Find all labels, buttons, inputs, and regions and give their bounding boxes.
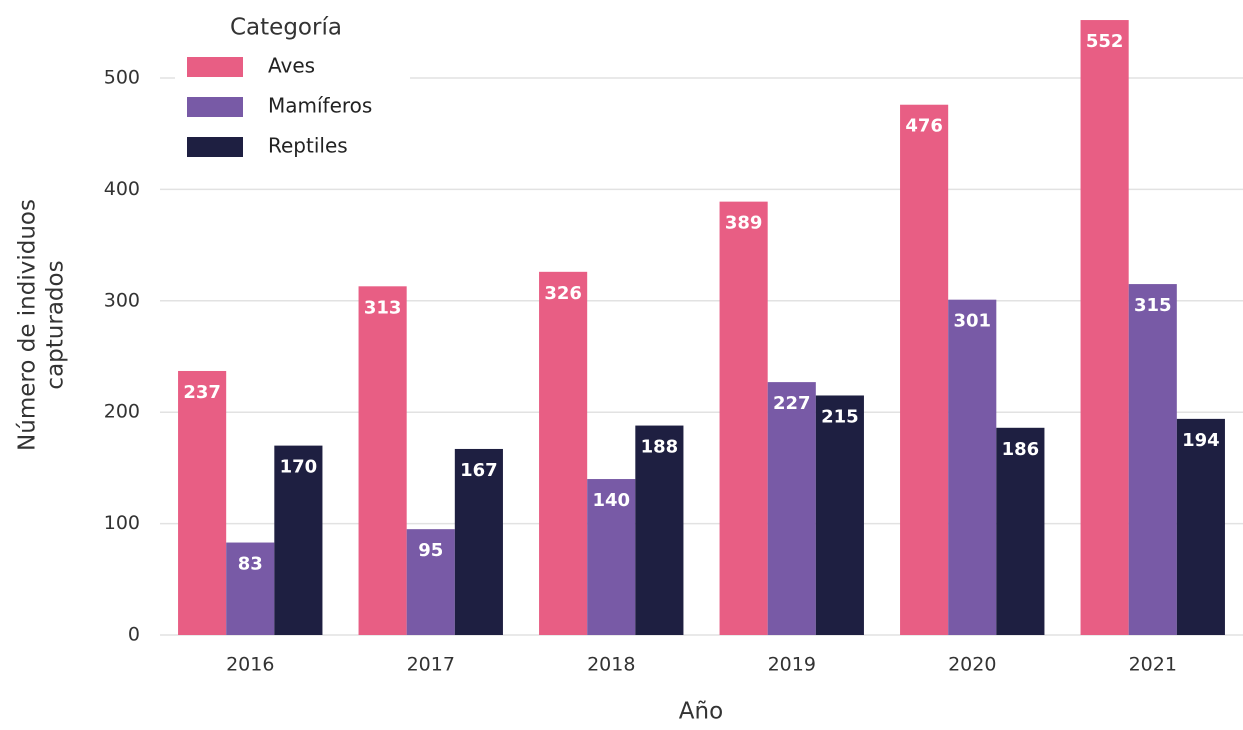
legend-label: Aves xyxy=(268,54,315,78)
value-label: 301 xyxy=(953,311,991,332)
value-label: 315 xyxy=(1134,295,1172,316)
value-label: 215 xyxy=(821,406,859,427)
x-tick-label: 2017 xyxy=(407,654,455,676)
x-tick-label: 2019 xyxy=(768,654,816,676)
bar xyxy=(539,271,588,635)
legend-label: Mamíferos xyxy=(268,94,372,118)
bar xyxy=(1176,418,1225,635)
x-axis-title: Año xyxy=(679,699,723,725)
legend-swatch xyxy=(187,97,243,117)
bar xyxy=(454,448,503,635)
legend-swatch xyxy=(187,57,243,77)
y-tick-label: 200 xyxy=(104,401,140,423)
y-tick-label: 300 xyxy=(104,289,140,311)
value-label: 313 xyxy=(364,297,402,318)
bar xyxy=(767,382,816,635)
bar xyxy=(178,370,227,635)
bar xyxy=(1080,20,1129,636)
y-tick-label: 500 xyxy=(104,66,140,88)
value-label: 188 xyxy=(641,437,679,458)
value-label: 167 xyxy=(460,460,498,481)
bar xyxy=(635,425,684,635)
y-axis-title-line: Número de individuos xyxy=(15,199,41,451)
legend-swatch xyxy=(187,137,243,157)
value-label: 237 xyxy=(183,382,221,403)
value-label: 186 xyxy=(1002,439,1040,460)
y-tick-label: 400 xyxy=(104,178,140,200)
bar xyxy=(358,286,407,635)
x-tick-label: 2016 xyxy=(226,654,274,676)
bar xyxy=(274,445,323,635)
y-tick-label: 100 xyxy=(104,512,140,534)
value-label: 389 xyxy=(725,213,763,234)
bar xyxy=(948,299,997,635)
value-label: 227 xyxy=(773,393,811,414)
y-tick-label: 0 xyxy=(128,624,140,646)
legend-label: Reptiles xyxy=(268,134,348,158)
value-label: 170 xyxy=(280,457,318,478)
bar xyxy=(587,479,636,635)
bar xyxy=(226,542,275,635)
x-tick-label: 2020 xyxy=(948,654,996,676)
bar xyxy=(996,427,1045,635)
bar xyxy=(900,104,949,635)
legend-title: Categoría xyxy=(230,15,342,41)
bar xyxy=(406,529,455,635)
bar xyxy=(1128,284,1177,635)
value-label: 326 xyxy=(544,283,582,304)
y-axis-title-line: capturados xyxy=(43,260,69,389)
value-label: 95 xyxy=(418,540,443,561)
x-tick-label: 2018 xyxy=(587,654,635,676)
value-label: 552 xyxy=(1086,31,1124,52)
y-axis-title: Número de individuos capturados xyxy=(15,199,69,451)
bar xyxy=(815,395,864,635)
bar xyxy=(719,201,768,635)
value-label: 140 xyxy=(592,490,630,511)
x-tick-label: 2021 xyxy=(1129,654,1177,676)
value-label: 194 xyxy=(1182,430,1220,451)
value-label: 476 xyxy=(905,116,943,137)
value-label: 83 xyxy=(238,554,263,575)
